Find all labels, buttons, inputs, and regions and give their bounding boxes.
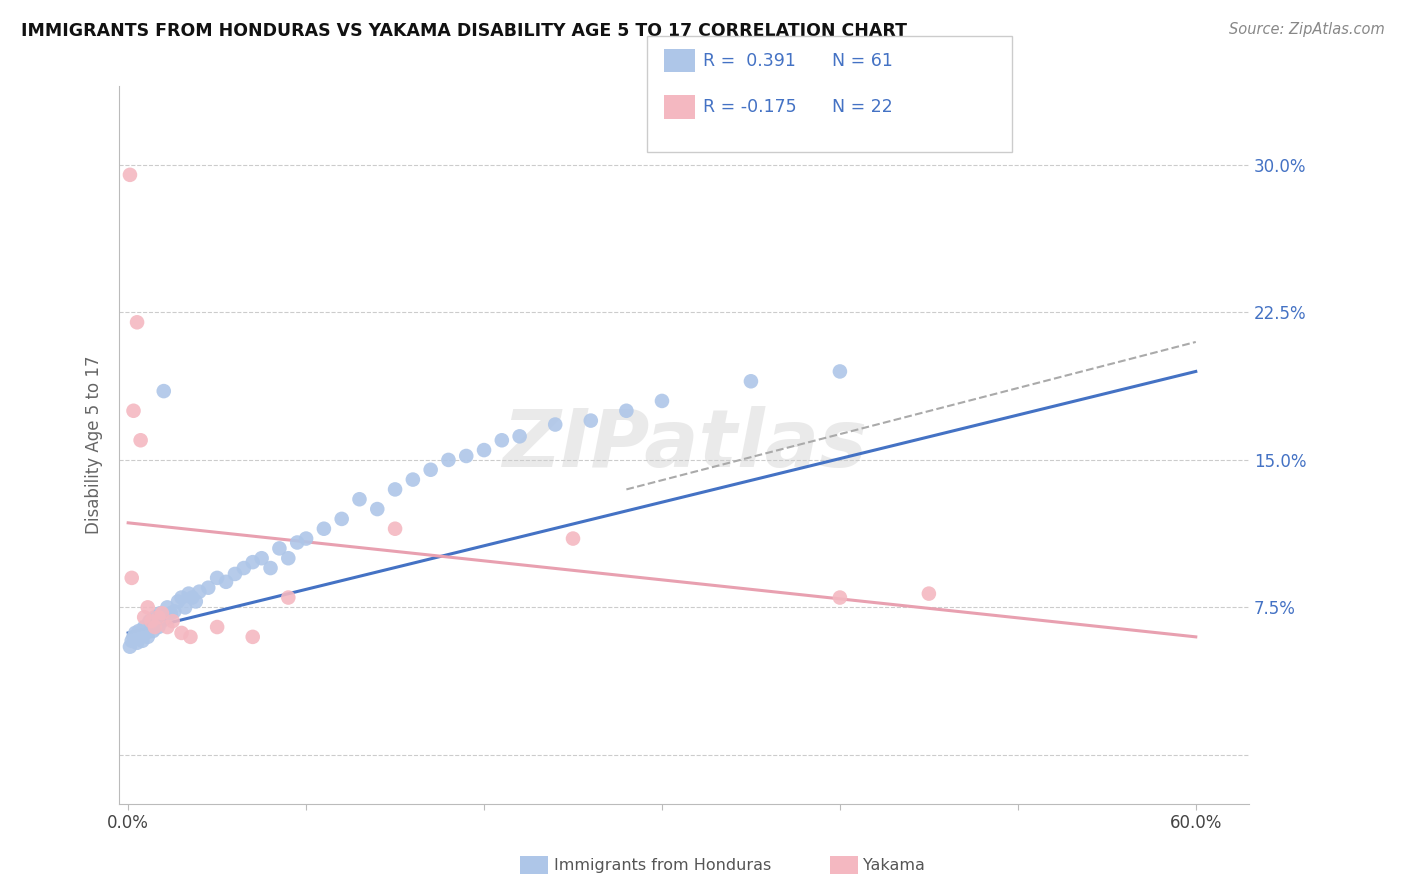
- Point: [242, 555, 264, 569]
- Point: [129, 434, 152, 448]
- Point: [134, 620, 156, 634]
- Point: [562, 532, 585, 546]
- Point: [349, 492, 371, 507]
- Point: [437, 453, 460, 467]
- Point: [456, 449, 478, 463]
- Point: [122, 403, 145, 417]
- Point: [121, 571, 143, 585]
- Point: [250, 551, 273, 566]
- Point: [149, 607, 172, 621]
- Point: [148, 610, 170, 624]
- Point: [295, 532, 318, 546]
- Point: [544, 417, 567, 432]
- Point: [129, 630, 152, 644]
- Point: [215, 574, 238, 589]
- Point: [384, 483, 406, 497]
- Point: [135, 626, 157, 640]
- Point: [118, 640, 141, 654]
- Point: [402, 473, 425, 487]
- Point: [156, 620, 179, 634]
- Point: [170, 626, 193, 640]
- Point: [143, 620, 166, 634]
- Point: [152, 610, 174, 624]
- Point: [579, 414, 602, 428]
- Point: [277, 591, 299, 605]
- Point: [188, 584, 211, 599]
- Point: [163, 604, 186, 618]
- Point: [205, 620, 228, 634]
- Point: [160, 607, 183, 621]
- Point: [269, 541, 291, 556]
- Text: ZIPatlas: ZIPatlas: [502, 406, 866, 484]
- Point: [232, 561, 254, 575]
- Point: [170, 591, 193, 605]
- Point: [616, 403, 638, 417]
- Point: [205, 571, 228, 585]
- Point: [197, 581, 219, 595]
- Point: [141, 614, 163, 628]
- Point: [145, 616, 167, 631]
- Point: [136, 630, 159, 644]
- Point: [419, 463, 441, 477]
- Point: [491, 434, 513, 448]
- Point: [277, 551, 299, 566]
- Text: N = 61: N = 61: [832, 52, 893, 70]
- Y-axis label: Disability Age 5 to 17: Disability Age 5 to 17: [86, 356, 103, 534]
- Text: N = 22: N = 22: [832, 98, 893, 116]
- Point: [156, 600, 179, 615]
- Point: [150, 614, 173, 628]
- Point: [148, 620, 170, 634]
- Point: [136, 600, 159, 615]
- Point: [138, 614, 160, 628]
- Point: [152, 384, 174, 398]
- Point: [472, 443, 495, 458]
- Point: [828, 364, 851, 378]
- Point: [167, 594, 190, 608]
- Point: [143, 610, 166, 624]
- Point: [181, 591, 204, 605]
- Point: [141, 620, 163, 634]
- Point: [384, 522, 406, 536]
- Point: [162, 614, 184, 628]
- Point: [124, 626, 146, 640]
- Point: [224, 566, 246, 581]
- Text: R = -0.175: R = -0.175: [703, 98, 797, 116]
- Point: [179, 630, 201, 644]
- Point: [312, 522, 335, 536]
- Point: [174, 600, 197, 615]
- Text: Source: ZipAtlas.com: Source: ZipAtlas.com: [1229, 22, 1385, 37]
- Point: [828, 591, 851, 605]
- Text: Yakama: Yakama: [863, 858, 925, 872]
- Point: [118, 168, 141, 182]
- Point: [125, 636, 148, 650]
- Point: [142, 624, 165, 638]
- Point: [121, 633, 143, 648]
- Point: [509, 429, 531, 443]
- Point: [125, 315, 148, 329]
- Point: [128, 624, 150, 638]
- Text: IMMIGRANTS FROM HONDURAS VS YAKAMA DISABILITY AGE 5 TO 17 CORRELATION CHART: IMMIGRANTS FROM HONDURAS VS YAKAMA DISAB…: [21, 22, 907, 40]
- Text: R =  0.391: R = 0.391: [703, 52, 796, 70]
- Point: [122, 630, 145, 644]
- Point: [918, 586, 941, 600]
- Point: [134, 610, 156, 624]
- Point: [285, 535, 308, 549]
- Point: [177, 586, 200, 600]
- Point: [259, 561, 281, 575]
- Point: [242, 630, 264, 644]
- Point: [330, 512, 353, 526]
- Point: [184, 594, 207, 608]
- Point: [740, 374, 762, 388]
- Text: Immigrants from Honduras: Immigrants from Honduras: [554, 858, 772, 872]
- Point: [366, 502, 388, 516]
- Point: [150, 607, 173, 621]
- Point: [131, 633, 153, 648]
- Point: [651, 393, 673, 408]
